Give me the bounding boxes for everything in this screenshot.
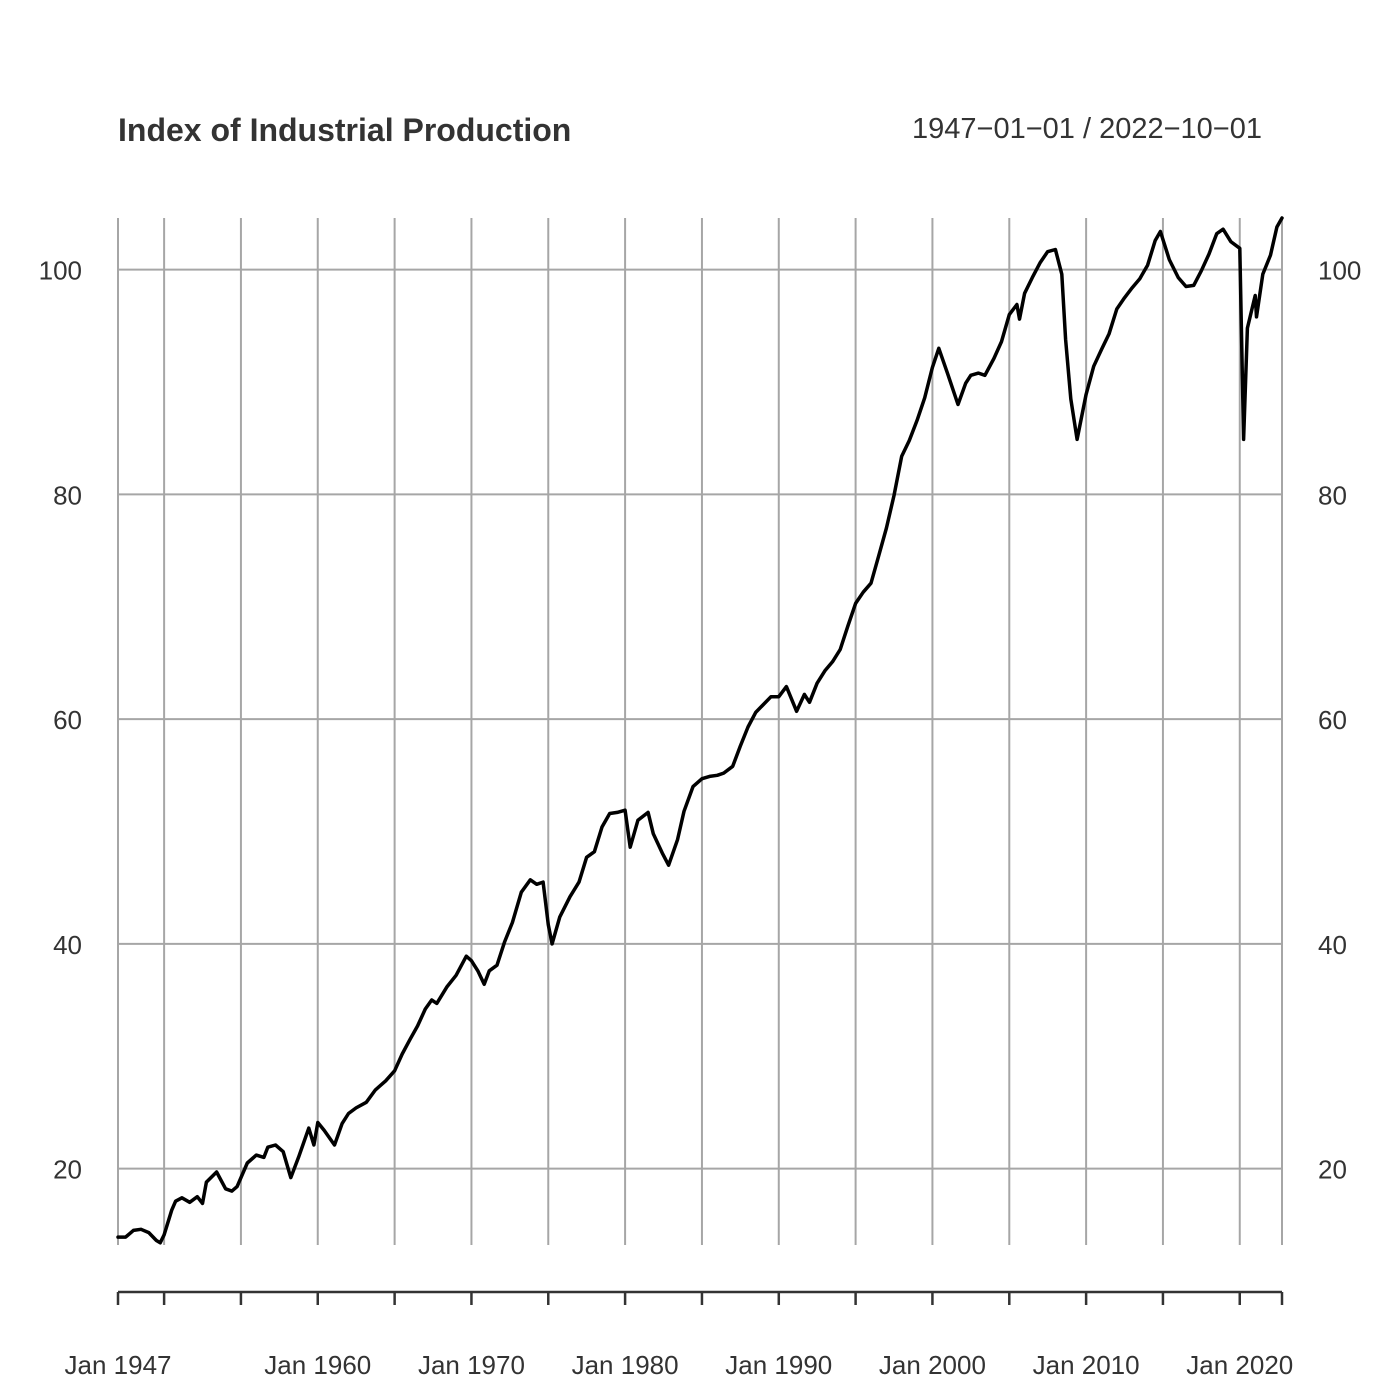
- series-line: [116, 216, 1284, 1245]
- series-layer: [116, 216, 1284, 1245]
- y-tick-label-right: 80: [1318, 480, 1347, 510]
- date-range-label: 1947−01−01 / 2022−10−01: [912, 113, 1262, 145]
- x-tick-label: Jan 1980: [572, 1350, 679, 1380]
- x-tick-label: Jan 2020: [1186, 1350, 1293, 1380]
- y-tick-label-left: 20: [53, 1155, 82, 1185]
- x-tick-label: Jan 1947: [65, 1350, 172, 1380]
- x-tick-label: Jan 1990: [725, 1350, 832, 1380]
- y-axis-left: 20 40 60 80 100: [39, 256, 82, 1185]
- x-tick-label: Jan 1970: [418, 1350, 525, 1380]
- y-tick-label-right: 20: [1318, 1155, 1347, 1185]
- y-tick-label-left: 80: [53, 480, 82, 510]
- y-tick-label-left: 40: [53, 930, 82, 960]
- grid-layer: [117, 218, 1283, 1245]
- y-tick-label-left: 60: [53, 705, 82, 735]
- y-tick-label-right: 60: [1318, 705, 1347, 735]
- y-tick-label-left: 100: [39, 256, 82, 286]
- x-tick-label: Jan 2000: [879, 1350, 986, 1380]
- x-axis: Jan 1947 Jan 1960 Jan 1970 Jan 1980 Jan 1990…: [65, 1290, 1293, 1380]
- y-tick-label-right: 100: [1318, 256, 1361, 286]
- x-tick-label: Jan 1960: [264, 1350, 371, 1380]
- chart-title: Index of Industrial Production: [118, 112, 572, 148]
- y-tick-label-right: 40: [1318, 930, 1347, 960]
- x-tick-label: Jan 2010: [1033, 1350, 1140, 1380]
- y-axis-right: 20 40 60 80 100: [1318, 256, 1361, 1185]
